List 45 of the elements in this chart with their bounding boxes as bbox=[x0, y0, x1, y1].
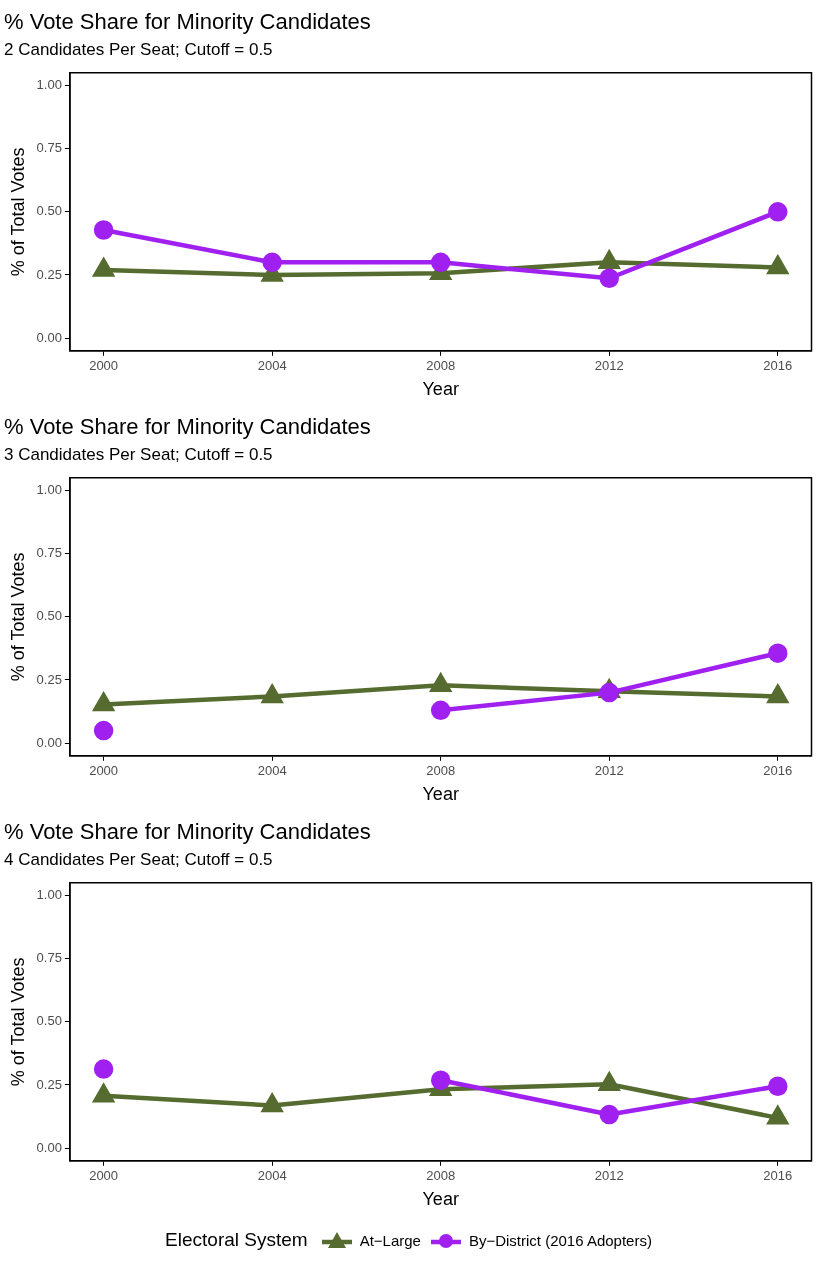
x-axis-title: Year bbox=[422, 784, 459, 805]
chart-title: % Vote Share for Minority Candidates bbox=[4, 819, 371, 845]
x-tick-label: 2012 bbox=[594, 358, 624, 374]
y-tick-label: 0.00 bbox=[36, 734, 62, 750]
x-tick-label: 2000 bbox=[89, 763, 119, 779]
y-axis-title: % of Total Votes bbox=[7, 147, 28, 277]
x-tick-label: 2008 bbox=[426, 358, 456, 374]
x-tick-label: 2004 bbox=[257, 1168, 287, 1184]
x-tick-label: 2012 bbox=[594, 763, 624, 779]
y-tick-label: 0.25 bbox=[36, 266, 62, 282]
chart-title: % Vote Share for Minority Candidates bbox=[4, 414, 371, 440]
legend-title: Electoral System bbox=[165, 1229, 308, 1251]
chart-subtitle: 2 Candidates Per Seat; Cutoff = 0.5 bbox=[4, 40, 273, 60]
y-tick-label: 1.00 bbox=[36, 77, 62, 93]
x-tick-label: 2016 bbox=[763, 1168, 793, 1184]
y-tick-label: 0.25 bbox=[36, 1076, 62, 1092]
x-tick-label: 2000 bbox=[89, 1168, 119, 1184]
y-tick-label: 1.00 bbox=[36, 482, 62, 498]
x-tick-label: 2012 bbox=[594, 1168, 624, 1184]
x-axis-title: Year bbox=[422, 1189, 459, 1210]
chart-title: % Vote Share for Minority Candidates bbox=[4, 9, 371, 35]
y-tick-label: 0.25 bbox=[36, 671, 62, 687]
x-tick-label: 2004 bbox=[257, 358, 287, 374]
y-tick-label: 0.50 bbox=[36, 1013, 62, 1029]
y-axis-title: % of Total Votes bbox=[7, 552, 28, 682]
y-axis-title: % of Total Votes bbox=[7, 957, 28, 1087]
y-tick-label: 0.75 bbox=[36, 950, 62, 966]
x-tick-label: 2000 bbox=[89, 358, 119, 374]
x-tick-label: 2016 bbox=[763, 358, 793, 374]
y-tick-label: 0.00 bbox=[36, 1139, 62, 1155]
y-tick-label: 1.00 bbox=[36, 887, 62, 903]
y-tick-label: 0.50 bbox=[36, 203, 62, 219]
y-tick-label: 0.50 bbox=[36, 608, 62, 624]
x-tick-label: 2004 bbox=[257, 763, 287, 779]
legend-label: By−District (2016 Adopters) bbox=[468, 1231, 652, 1249]
chart-subtitle: 3 Candidates Per Seat; Cutoff = 0.5 bbox=[4, 445, 273, 465]
legend-label: At−Large bbox=[359, 1231, 421, 1249]
x-tick-label: 2008 bbox=[426, 1168, 456, 1184]
y-tick-label: 0.75 bbox=[36, 140, 62, 156]
chart-subtitle: 4 Candidates Per Seat; Cutoff = 0.5 bbox=[4, 850, 273, 870]
x-axis-title: Year bbox=[422, 379, 459, 400]
x-tick-label: 2008 bbox=[426, 763, 456, 779]
y-tick-label: 0.75 bbox=[36, 545, 62, 561]
y-tick-label: 0.00 bbox=[36, 329, 62, 345]
x-tick-label: 2016 bbox=[763, 763, 793, 779]
